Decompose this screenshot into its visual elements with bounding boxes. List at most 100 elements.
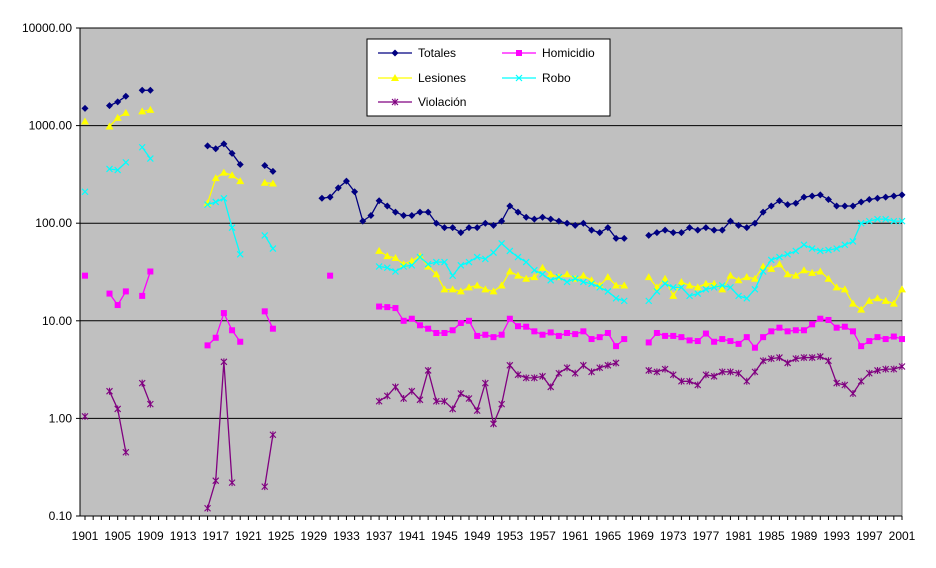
x-tick-label: 1965 <box>595 529 622 543</box>
x-tick-label: 1949 <box>464 529 491 543</box>
data-point <box>81 412 89 420</box>
data-point <box>424 260 432 268</box>
x-tick-label: 1977 <box>693 529 720 543</box>
data-point <box>669 291 678 299</box>
data-point <box>563 219 571 227</box>
data-point <box>661 280 669 288</box>
data-point <box>490 221 497 229</box>
data-point <box>588 336 595 343</box>
data-point <box>603 273 612 281</box>
data-point <box>661 226 669 234</box>
data-point <box>424 208 432 216</box>
data-point <box>228 224 236 232</box>
series-line <box>648 218 902 302</box>
data-point <box>849 202 857 210</box>
data-point <box>81 188 89 196</box>
data-point <box>146 105 155 113</box>
data-point <box>392 383 399 391</box>
gridlines <box>80 27 902 419</box>
data-point <box>874 334 881 341</box>
data-point <box>612 281 621 289</box>
data-point <box>220 194 228 202</box>
data-point <box>220 310 227 317</box>
data-point <box>441 397 448 405</box>
data-point <box>719 336 726 343</box>
data-point <box>408 211 416 219</box>
data-point <box>555 273 563 281</box>
data-point <box>669 283 677 291</box>
legend-label: Violación <box>418 95 466 109</box>
data-point <box>146 400 154 408</box>
data-point <box>547 329 554 336</box>
data-point <box>408 315 415 322</box>
data-point <box>269 325 276 332</box>
data-point <box>727 338 734 345</box>
data-point <box>734 276 743 284</box>
data-point <box>538 263 547 271</box>
data-point <box>327 272 334 279</box>
data-point <box>825 246 832 254</box>
data-point <box>784 201 792 209</box>
data-point <box>588 368 595 376</box>
data-point <box>375 197 383 205</box>
data-point <box>710 226 718 234</box>
data-point <box>621 336 628 343</box>
data-point <box>882 365 890 373</box>
data-point <box>800 241 808 249</box>
data-point <box>751 285 759 293</box>
data-point <box>530 266 538 274</box>
data-point <box>809 321 816 328</box>
data-point <box>588 280 595 288</box>
data-point <box>318 194 326 202</box>
data-point <box>792 247 800 255</box>
series-violaci-n <box>81 353 906 512</box>
data-point <box>82 272 88 279</box>
data-point <box>220 358 228 366</box>
data-point <box>759 208 767 216</box>
x-tick-label: 1921 <box>235 529 262 543</box>
data-point <box>711 338 718 345</box>
x-axis: 1901 1905 1909 1913 1917 1921 1925 1929 1933 1937… <box>72 515 916 543</box>
data-point <box>873 194 881 202</box>
data-point <box>106 165 113 173</box>
data-point <box>718 368 726 376</box>
data-point <box>219 168 228 176</box>
data-point <box>792 355 800 363</box>
x-tick-label: 1937 <box>366 529 393 543</box>
data-point <box>204 201 211 209</box>
data-point <box>702 330 709 337</box>
data-point <box>841 241 849 249</box>
data-point <box>808 245 816 252</box>
data-point <box>236 160 244 168</box>
data-point <box>473 224 481 232</box>
data-point <box>832 283 841 291</box>
data-point <box>342 177 350 185</box>
data-point <box>572 331 579 338</box>
data-point <box>898 191 906 199</box>
data-point <box>424 262 433 270</box>
data-point <box>694 226 702 234</box>
data-point <box>440 224 448 232</box>
data-point <box>874 215 881 223</box>
data-point <box>375 263 383 270</box>
data-point <box>784 359 792 367</box>
data-point <box>579 361 587 369</box>
data-point <box>898 285 906 293</box>
data-point <box>817 315 824 322</box>
data-point <box>498 400 506 408</box>
data-point <box>767 202 775 210</box>
data-point <box>432 270 441 278</box>
data-point <box>490 420 497 428</box>
data-point <box>669 371 677 379</box>
data-point <box>890 365 898 373</box>
data-point <box>661 274 670 282</box>
data-point <box>473 281 482 289</box>
series-line <box>206 361 233 509</box>
data-point <box>848 299 857 307</box>
data-point <box>710 372 718 380</box>
data-point <box>229 327 236 334</box>
data-point <box>530 374 538 382</box>
series-homicidio <box>82 268 905 351</box>
data-point <box>236 177 245 185</box>
data-point <box>546 270 555 278</box>
